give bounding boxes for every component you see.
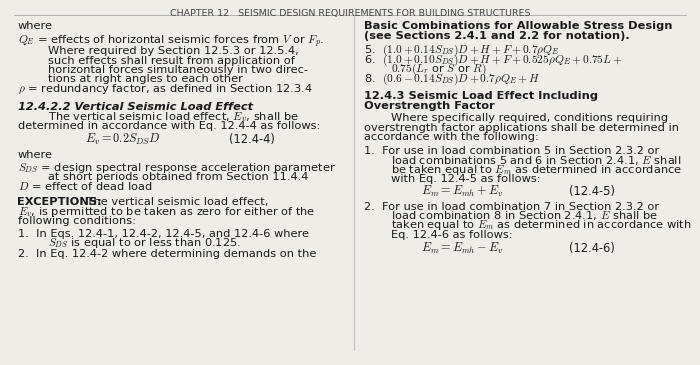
Text: load combination 8 in Section 2.4.1, $E$ shall be: load combination 8 in Section 2.4.1, $E$… xyxy=(391,209,657,222)
Text: (see Sections 2.4.1 and 2.2 for notation).: (see Sections 2.4.1 and 2.2 for notation… xyxy=(364,31,630,41)
Text: $D$ = effect of dead load: $D$ = effect of dead load xyxy=(18,180,152,192)
Text: 1.  In Eqs. 12.4-1, 12.4-2, 12.4-5, and 12.4-6 where: 1. In Eqs. 12.4-1, 12.4-2, 12.4-5, and 1… xyxy=(18,228,309,238)
Text: Where required by Section 12.5.3 or 12.5.4,: Where required by Section 12.5.3 or 12.5… xyxy=(48,46,298,56)
Text: accordance with the following:: accordance with the following: xyxy=(364,132,539,142)
Text: where: where xyxy=(18,21,52,31)
Text: Where specifically required, conditions requiring: Where specifically required, conditions … xyxy=(391,113,668,123)
Text: tions at right angles to each other: tions at right angles to each other xyxy=(48,74,242,84)
Text: at short periods obtained from Section 11.4.4: at short periods obtained from Section 1… xyxy=(48,172,308,182)
Text: $E_m = E_{mh} - E_v$: $E_m = E_{mh} - E_v$ xyxy=(421,241,503,256)
Text: The vertical seismic load effect,: The vertical seismic load effect, xyxy=(83,197,268,207)
Text: $E_v$, is permitted to be taken as zero for either of the: $E_v$, is permitted to be taken as zero … xyxy=(18,205,315,219)
Text: 12.4.2.2 Vertical Seismic Load Effect: 12.4.2.2 Vertical Seismic Load Effect xyxy=(18,101,253,111)
Text: CHAPTER 12   SEISMIC DESIGN REQUIREMENTS FOR BUILDING STRUCTURES: CHAPTER 12 SEISMIC DESIGN REQUIREMENTS F… xyxy=(169,9,531,18)
Text: 6.  $(1.0 + 0.10S_{DS})D + H + F + 0.525\rho Q_E + 0.75L +$: 6. $(1.0 + 0.10S_{DS})D + H + F + 0.525\… xyxy=(364,53,623,68)
Text: The vertical seismic load effect, $E_v$, shall be: The vertical seismic load effect, $E_v$,… xyxy=(48,110,298,124)
Text: EXCEPTIONS:: EXCEPTIONS: xyxy=(18,197,102,207)
Text: 2.  In Eq. 12.4-2 where determining demands on the: 2. In Eq. 12.4-2 where determining deman… xyxy=(18,249,316,259)
Text: $S_{DS}$ = design spectral response acceleration parameter: $S_{DS}$ = design spectral response acce… xyxy=(18,161,335,175)
Text: Basic Combinations for Allowable Stress Design: Basic Combinations for Allowable Stress … xyxy=(364,21,673,31)
Text: $Q_E$ = effects of horizontal seismic forces from $V$ or $F_p$.: $Q_E$ = effects of horizontal seismic fo… xyxy=(18,34,324,50)
Text: where: where xyxy=(18,150,52,160)
Text: Overstrength Factor: Overstrength Factor xyxy=(364,101,495,111)
Text: load combinations 5 and 6 in Section 2.4.1, $E$ shall: load combinations 5 and 6 in Section 2.4… xyxy=(391,154,681,166)
Text: determined in accordance with Eq. 12.4-4 as follows:: determined in accordance with Eq. 12.4-4… xyxy=(18,121,320,131)
Text: with Eq. 12.4-5 as follows:: with Eq. 12.4-5 as follows: xyxy=(391,174,540,184)
Text: (12.4-4): (12.4-4) xyxy=(229,133,275,146)
Text: following conditions:: following conditions: xyxy=(18,216,136,226)
Text: taken equal to $E_m$ as determined in accordance with: taken equal to $E_m$ as determined in ac… xyxy=(391,219,691,233)
Text: 8.  $(0.6 - 0.14S_{DS})D + 0.7\rho Q_E + H$: 8. $(0.6 - 0.14S_{DS})D + 0.7\rho Q_E + … xyxy=(364,72,540,87)
Text: $S_{DS}$ is equal to or less than 0.125.: $S_{DS}$ is equal to or less than 0.125. xyxy=(48,236,241,250)
Text: 2.  For use in load combination 7 in Section 2.3.2 or: 2. For use in load combination 7 in Sect… xyxy=(364,201,659,211)
Text: such effects shall result from application of: such effects shall result from applicati… xyxy=(48,55,295,65)
Text: 1.  For use in load combination 5 in Section 2.3.2 or: 1. For use in load combination 5 in Sect… xyxy=(364,146,659,156)
Text: $E_v = 0.2S_{DS}D$: $E_v = 0.2S_{DS}D$ xyxy=(85,132,160,147)
Text: (12.4-5): (12.4-5) xyxy=(568,185,615,198)
Text: 5.  $(1.0 + 0.14S_{DS})D + H + F + 0.7\rho Q_E$: 5. $(1.0 + 0.14S_{DS})D + H + F + 0.7\rh… xyxy=(364,43,560,58)
Text: be taken equal to $E_m$ as determined in accordance: be taken equal to $E_m$ as determined in… xyxy=(391,163,682,177)
Text: $\rho$ = redundancy factor, as defined in Section 12.3.4: $\rho$ = redundancy factor, as defined i… xyxy=(18,83,312,96)
Text: (12.4-6): (12.4-6) xyxy=(568,242,615,255)
Text: 12.4.3 Seismic Load Effect Including: 12.4.3 Seismic Load Effect Including xyxy=(364,91,598,101)
Text: $E_m = E_{mh} + E_v$: $E_m = E_{mh} + E_v$ xyxy=(421,184,503,199)
Text: Eq. 12.4-6 as follows:: Eq. 12.4-6 as follows: xyxy=(391,230,512,240)
Text: $0.75(L_r$ or $S$ or $R)$: $0.75(L_r$ or $S$ or $R)$ xyxy=(391,62,486,77)
Text: horizontal forces simultaneously in two direc-: horizontal forces simultaneously in two … xyxy=(48,65,307,75)
Text: overstrength factor applications shall be determined in: overstrength factor applications shall b… xyxy=(364,123,679,132)
